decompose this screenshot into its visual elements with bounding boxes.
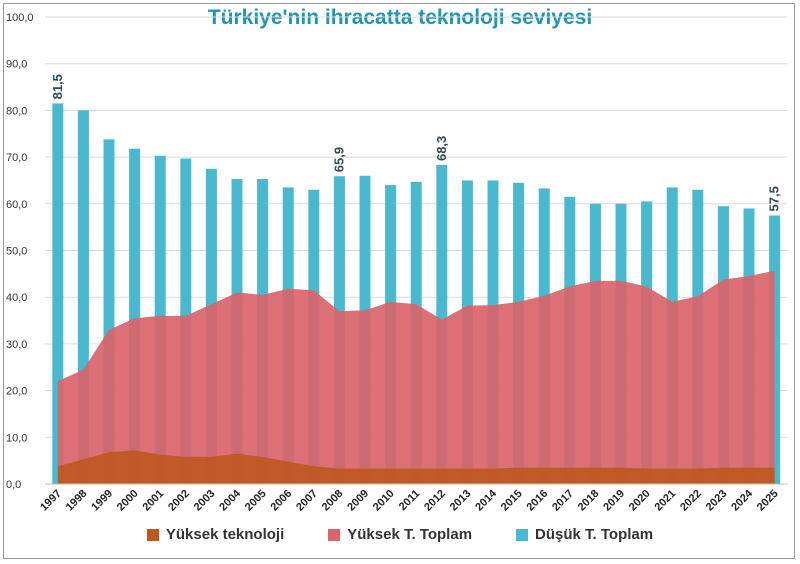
legend-label: Düşük T. Toplam: [535, 526, 654, 543]
x-tick-label: 2013: [448, 488, 474, 514]
bar-dusuk-t-toplam: [129, 148, 141, 484]
area-yuksek-teknoloji: [57, 450, 775, 484]
legend-item-yuksek-toplam: Yüksek T. Toplam: [328, 526, 472, 543]
data-label: 68,3: [434, 136, 449, 161]
legend-label: Yüksek T. Toplam: [347, 526, 473, 543]
x-tick-label: 2000: [115, 488, 141, 514]
x-tick-label: 2018: [576, 488, 602, 514]
y-tick-label: 60,0: [6, 199, 27, 211]
y-tick-label: 40,0: [6, 292, 27, 304]
x-tick-label: 2023: [704, 488, 730, 514]
x-tick-label: 1998: [64, 488, 90, 514]
x-tick-label: 2010: [371, 488, 397, 514]
x-tick-label: 2022: [678, 488, 704, 514]
y-tick-label: 20,0: [6, 386, 27, 398]
x-tick-label: 2004: [217, 487, 243, 513]
x-tick-label: 2021: [653, 488, 679, 514]
y-tick-label: 100,0: [6, 12, 34, 24]
bar-dusuk-t-toplam: [52, 103, 64, 485]
legend-swatch: [146, 528, 159, 541]
y-tick-label: 10,0: [6, 432, 27, 444]
bar-dusuk-t-toplam: [77, 110, 89, 485]
y-tick-label: 70,0: [6, 152, 27, 164]
legend-label: Yüksek teknoloji: [165, 526, 285, 543]
legend-swatch: [328, 528, 341, 541]
x-tick-label: 2009: [345, 488, 371, 514]
chart-legend: Yüksek teknoloji Yüksek T. Toplam Düşük …: [0, 526, 800, 543]
x-tick-label: 1997: [38, 488, 64, 514]
x-tick-label: 2002: [166, 488, 192, 514]
x-tick-label: 1999: [89, 488, 115, 514]
x-tick-label: 2005: [243, 488, 269, 514]
x-tick-label: 2006: [269, 488, 295, 514]
x-tick-label: 2011: [397, 488, 422, 513]
x-tick-label: 2016: [525, 488, 551, 514]
x-tick-label: 2014: [473, 487, 499, 513]
x-tick-label: 2017: [550, 488, 576, 514]
data-label: 65,9: [331, 147, 346, 172]
y-tick-label: 30,0: [6, 339, 27, 351]
data-label: 57,5: [767, 186, 782, 211]
x-tick-label: 2025: [755, 488, 781, 514]
y-tick-label: 50,0: [6, 246, 27, 258]
y-tick-label: 80,0: [6, 105, 27, 117]
legend-item-yuksek-teknoloji: Yüksek teknoloji: [146, 526, 285, 543]
legend-item-dusuk-toplam: Düşük T. Toplam: [516, 526, 653, 543]
area-yuksek-t-toplam: [57, 270, 775, 484]
x-tick-label: 2012: [422, 488, 448, 514]
x-tick-label: 2024: [729, 487, 755, 513]
x-tick-label: 2007: [294, 488, 320, 514]
x-tick-label: 2001: [141, 488, 167, 514]
x-tick-label: 2003: [192, 488, 218, 514]
data-label: 81,5: [50, 74, 65, 99]
x-tick-label: 2019: [601, 488, 627, 514]
bar-dusuk-t-toplam: [103, 139, 115, 484]
legend-swatch: [516, 528, 529, 541]
x-tick-label: 2020: [627, 488, 653, 514]
y-tick-label: 0,0: [6, 479, 21, 491]
x-tick-label: 2015: [499, 488, 525, 514]
x-tick-label: 2008: [320, 488, 346, 514]
y-tick-label: 90,0: [6, 59, 27, 71]
